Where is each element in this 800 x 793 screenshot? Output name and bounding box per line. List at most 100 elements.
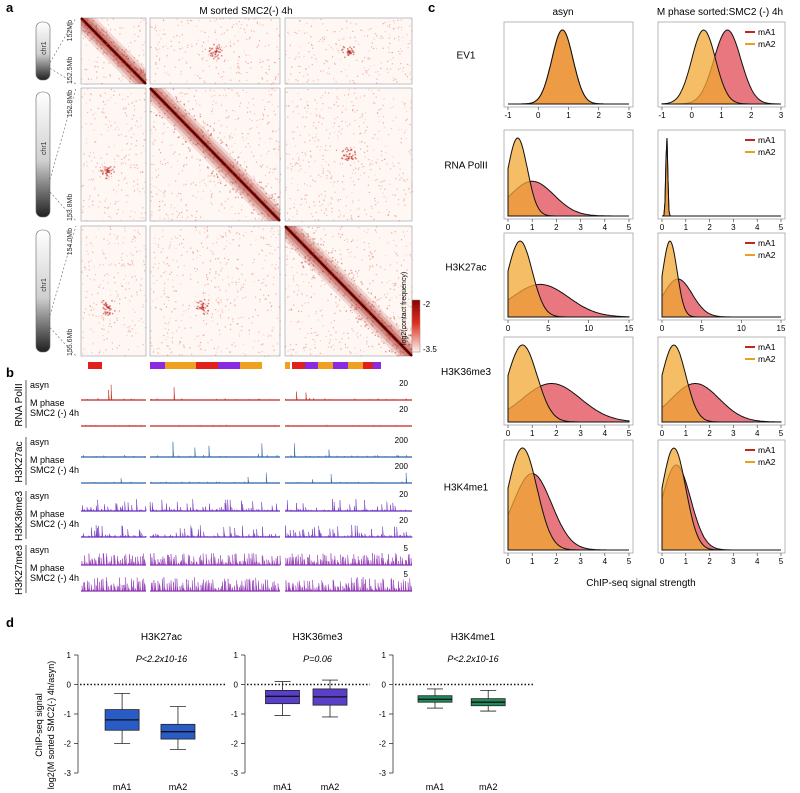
heatmap-contact-dot xyxy=(364,304,366,306)
heatmap-loop-dot xyxy=(213,43,215,46)
heatmap-noise-dot xyxy=(141,69,143,71)
heatmap-contact-dot xyxy=(321,256,323,258)
heatmap-noise-dot xyxy=(142,303,144,305)
heatmap-contact-dot xyxy=(312,264,314,266)
heatmap-noise-dot xyxy=(82,229,84,231)
heatmap-noise-dot xyxy=(387,25,389,27)
heatmap-noise-dot xyxy=(171,311,173,313)
heatmap-noise-dot xyxy=(411,287,413,289)
heatmap-noise-dot xyxy=(212,320,214,322)
heatmap-noise-dot xyxy=(229,18,231,20)
heatmap-loop-dot xyxy=(105,172,107,175)
heatmap-contact-dot xyxy=(391,329,393,332)
heatmap-noise-dot xyxy=(309,239,311,241)
heatmap-noise-dot xyxy=(324,149,326,151)
heatmap-noise-dot xyxy=(88,314,91,316)
heatmap-noise-dot xyxy=(206,247,208,249)
heatmap-noise-dot xyxy=(288,33,290,35)
legend-label: mA2 xyxy=(758,457,776,467)
heatmap-contact-dot xyxy=(394,343,396,346)
heatmap-noise-dot xyxy=(364,70,366,72)
density-plot: 0 5 10 15 xyxy=(503,232,634,333)
heatmap-noise-dot xyxy=(317,219,320,221)
heatmap-noise-dot xyxy=(339,298,341,300)
heatmap-noise-dot xyxy=(230,324,232,326)
heatmap-contact-dot xyxy=(106,35,108,37)
heatmap-noise-dot xyxy=(108,146,110,148)
heatmap-noise-dot xyxy=(141,212,143,215)
heatmap-noise-dot xyxy=(271,137,273,140)
heatmap-noise-dot xyxy=(134,229,136,232)
heatmap-noise-dot xyxy=(206,229,208,231)
heatmap-contact-dot xyxy=(411,351,413,354)
heatmap-noise-dot xyxy=(89,155,91,157)
heatmap-noise-dot xyxy=(127,326,130,329)
heatmap-noise-dot xyxy=(204,81,206,83)
heatmap-noise-dot xyxy=(276,76,278,78)
heatmap-noise-dot xyxy=(132,308,134,310)
heatmap-noise-dot xyxy=(274,268,276,270)
heatmap-noise-dot xyxy=(388,37,390,39)
heatmap-noise-dot xyxy=(159,217,161,219)
heatmap-noise-dot xyxy=(181,57,183,59)
heatmap-noise-dot xyxy=(145,248,147,251)
heatmap-noise-dot xyxy=(329,145,331,147)
heatmap-noise-dot xyxy=(230,302,232,304)
heatmap-noise-dot xyxy=(402,304,404,307)
heatmap-noise-dot xyxy=(278,306,280,308)
heatmap-noise-dot xyxy=(242,343,244,346)
heatmap-noise-dot xyxy=(351,299,353,301)
colorbar-gradient xyxy=(411,299,421,353)
heatmap-noise-dot xyxy=(81,209,83,211)
heatmap-noise-dot xyxy=(398,68,400,70)
heatmap-cell xyxy=(284,225,414,357)
heatmap-contact-dot xyxy=(371,304,373,306)
heatmap-noise-dot xyxy=(138,320,140,322)
heatmap-noise-dot xyxy=(230,226,233,228)
heatmap-contact-dot xyxy=(238,173,240,175)
heatmap-noise-dot xyxy=(304,302,306,304)
heatmap-noise-dot xyxy=(218,119,220,121)
heatmap-noise-dot xyxy=(160,251,162,253)
heatmap-noise-dot xyxy=(107,243,110,245)
heatmap-noise-dot xyxy=(190,247,192,249)
heatmap-noise-dot xyxy=(154,237,156,239)
heatmap-noise-dot xyxy=(292,158,294,160)
heatmap-contact-dot xyxy=(386,325,388,328)
heatmap-noise-dot xyxy=(277,105,279,107)
heatmap-noise-dot xyxy=(173,290,175,292)
heatmap-noise-dot xyxy=(369,65,371,67)
heatmap-contact-dot xyxy=(179,100,182,103)
heatmap-noise-dot xyxy=(401,50,403,52)
heatmap-noise-dot xyxy=(301,293,303,295)
heatmap-contact-dot xyxy=(234,196,237,199)
heatmap-loop-dot xyxy=(101,169,103,172)
heatmap-noise-dot xyxy=(209,20,211,22)
heatmap-noise-dot xyxy=(380,154,383,156)
heatmap-contact-dot xyxy=(233,166,235,168)
heatmap-noise-dot xyxy=(301,221,303,223)
heatmap-contact-dot xyxy=(276,218,279,220)
heatmap-noise-dot xyxy=(95,166,97,168)
heatmap-contact-dot xyxy=(133,62,135,64)
heatmap-noise-dot xyxy=(386,68,388,70)
heatmap-noise-dot xyxy=(157,244,159,246)
heatmap-noise-dot xyxy=(292,349,295,351)
heatmap-loop-dot xyxy=(349,46,351,48)
heatmap-noise-dot xyxy=(308,42,310,44)
heatmap-contact-dot xyxy=(344,269,346,272)
x-tick-label: 15 xyxy=(777,324,786,333)
heatmap-noise-dot xyxy=(277,246,279,248)
heatmap-noise-dot xyxy=(139,30,141,32)
heatmap-noise-dot xyxy=(178,59,180,61)
connector-line xyxy=(49,225,77,316)
heatmap-contact-dot xyxy=(260,181,262,184)
heatmap-noise-dot xyxy=(240,152,242,154)
heatmap-loop-dot xyxy=(350,149,353,151)
heatmap-noise-dot xyxy=(226,126,228,128)
heatmap-noise-dot xyxy=(287,350,289,352)
heatmap-noise-dot xyxy=(133,61,135,63)
heatmap-contact-dot xyxy=(374,310,376,313)
heatmap-contact-dot xyxy=(308,259,311,261)
